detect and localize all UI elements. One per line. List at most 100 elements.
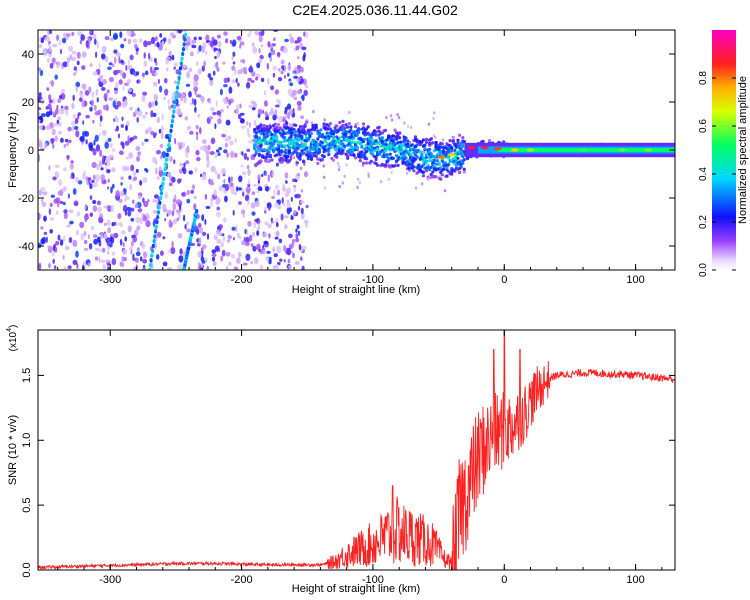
signal-speck — [404, 136, 408, 140]
signal-speck — [294, 133, 298, 137]
noise-speck — [71, 56, 76, 62]
noise-speck — [205, 50, 208, 55]
noise-speck — [43, 215, 47, 222]
noise-speck — [312, 110, 315, 114]
noise-speck — [156, 150, 161, 155]
noise-speck — [188, 67, 193, 73]
signal-speck — [344, 130, 348, 134]
signal-speck — [424, 137, 429, 141]
noise-speck — [239, 103, 242, 109]
noise-speck — [190, 189, 194, 194]
signal-speck — [298, 131, 302, 135]
noise-speck — [178, 112, 183, 116]
noise-speck — [38, 125, 43, 130]
noise-speck — [92, 205, 98, 212]
noise-speck — [234, 225, 238, 232]
noise-speck — [188, 170, 193, 175]
noise-speck — [129, 54, 134, 61]
noise-speck — [134, 257, 139, 264]
hot-spot — [579, 148, 588, 152]
noise-speck — [116, 100, 122, 107]
noise-speck — [118, 79, 123, 85]
noise-speck — [284, 74, 286, 79]
noise-speck — [290, 196, 293, 202]
noise-speck — [185, 160, 190, 165]
noise-speck — [291, 250, 294, 254]
noise-speck — [266, 62, 269, 70]
noise-speck — [264, 111, 267, 115]
noise-speck — [252, 46, 258, 54]
noise-speck — [224, 137, 230, 142]
noise-speck — [114, 117, 119, 123]
signal-speck — [376, 163, 380, 167]
signal-speck — [418, 142, 422, 147]
noise-speck — [268, 52, 272, 59]
noise-speck — [120, 230, 126, 235]
noise-speck — [216, 238, 222, 244]
noise-speck — [216, 67, 220, 72]
colorbar-tick-label: 0.4 — [698, 167, 709, 181]
signal-speck — [268, 125, 273, 129]
noise-speck — [193, 36, 197, 41]
signal-speck — [349, 125, 353, 129]
x-tick-label: -100 — [362, 574, 384, 586]
noise-speck — [40, 226, 44, 230]
signal-speck — [279, 140, 284, 144]
noise-speck — [84, 90, 90, 96]
hot-spot — [510, 148, 519, 152]
noise-speck — [135, 168, 139, 173]
noise-speck — [132, 171, 137, 176]
signal-speck — [324, 138, 328, 142]
noise-speck — [322, 164, 325, 168]
noise-speck — [225, 142, 228, 148]
noise-speck — [200, 173, 203, 177]
noise-speck — [287, 88, 293, 96]
noise-speck — [242, 58, 246, 64]
noise-speck — [204, 219, 207, 225]
signal-speck — [502, 140, 506, 144]
noise-speck — [40, 113, 47, 118]
noise-speck — [126, 206, 132, 212]
noise-speck — [156, 41, 160, 48]
diagonal-track-1-speck — [176, 80, 180, 86]
noise-speck — [101, 53, 106, 60]
noise-speck — [203, 144, 209, 152]
noise-speck — [43, 231, 48, 235]
noise-speck — [235, 186, 239, 192]
noise-speck — [60, 137, 64, 143]
noise-speck — [247, 169, 251, 176]
diagonal-track-1-speck — [173, 104, 177, 110]
noise-speck — [70, 174, 73, 179]
noise-speck — [92, 234, 98, 238]
noise-speck — [284, 38, 289, 43]
noise-speck — [249, 65, 253, 70]
noise-speck — [120, 59, 124, 64]
noise-speck — [286, 247, 292, 256]
noise-speck — [251, 42, 255, 47]
signal-speck — [428, 147, 432, 151]
signal-speck — [275, 153, 279, 157]
noise-speck — [108, 242, 113, 248]
signal-speck — [371, 138, 375, 142]
noise-speck — [186, 71, 191, 79]
signal-speck — [272, 149, 276, 154]
noise-speck — [168, 249, 172, 254]
noise-speck — [173, 66, 176, 70]
noise-speck — [238, 201, 242, 205]
noise-speck — [290, 214, 293, 221]
signal-speck — [440, 142, 444, 146]
noise-speck — [301, 265, 305, 270]
noise-speck — [242, 213, 246, 218]
noise-speck — [88, 142, 94, 149]
noise-speck — [118, 221, 123, 226]
noise-speck — [41, 197, 44, 203]
noise-speck — [261, 43, 264, 48]
noise-speck — [144, 70, 149, 76]
noise-speck — [288, 109, 294, 115]
signal-speck — [259, 144, 263, 148]
noise-speck — [243, 152, 248, 160]
noise-speck — [110, 204, 114, 213]
signal-speck — [324, 144, 328, 148]
signal-speck — [426, 177, 430, 181]
noise-speck — [116, 69, 121, 74]
